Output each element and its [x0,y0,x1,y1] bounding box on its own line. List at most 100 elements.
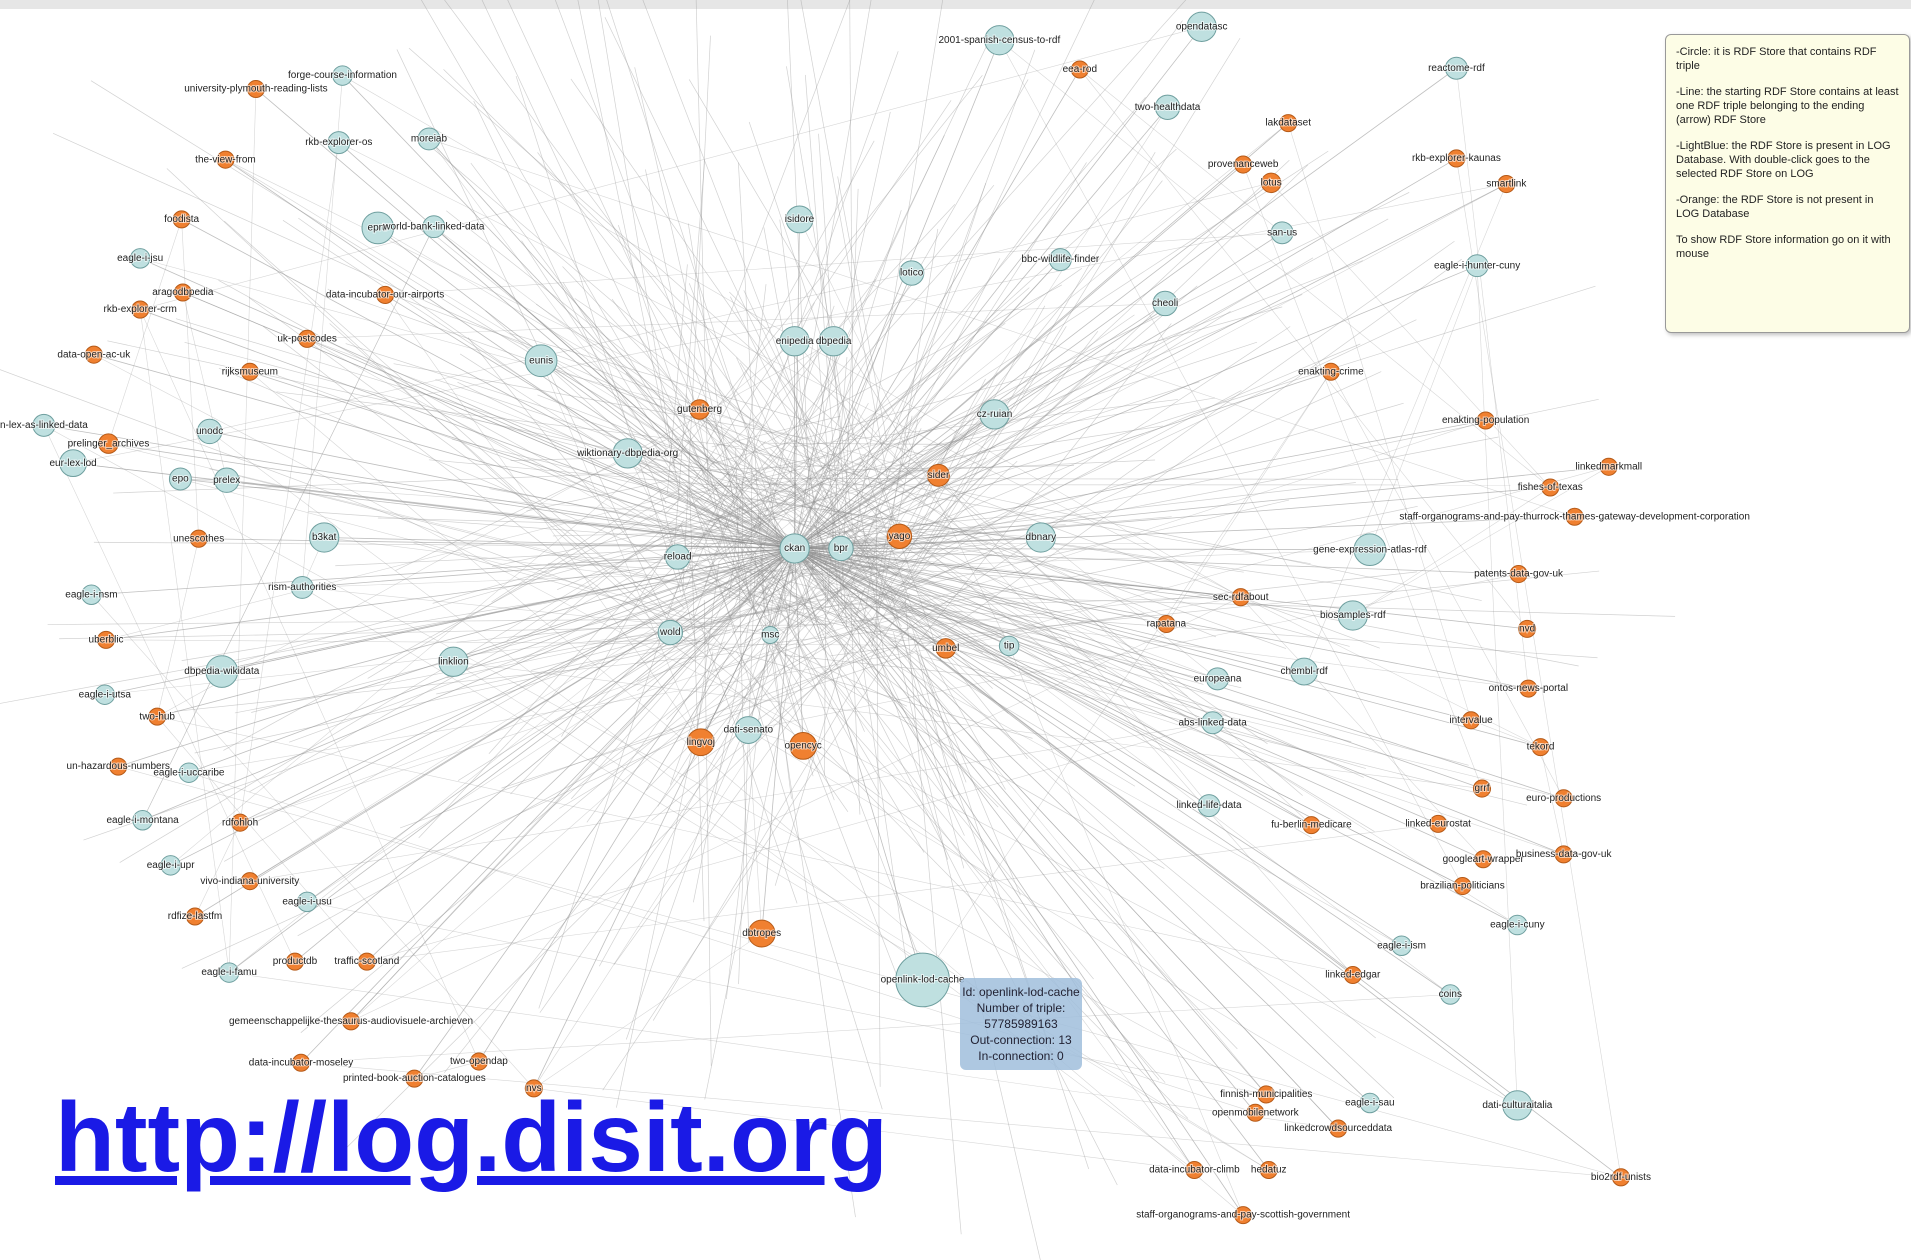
node-label: eea-rod [1063,64,1097,75]
node-label: un-hazardous-numbers [67,761,170,772]
node-label: sec-rdfabout [1213,592,1269,603]
node-label: san-us [1267,227,1297,238]
node-label: dbpedia-wikidata [184,666,259,677]
edge [845,50,1035,567]
node-label: the-view-from [195,154,256,165]
node-label: data-open-ac-uk [57,349,131,360]
edge [795,548,1213,722]
node-label: linkedmarkmall [1575,461,1642,472]
node-label: eagle-i-jsu [117,253,163,264]
node-label: intervalue [1449,715,1493,726]
edge [1456,158,1621,1177]
edge [240,143,339,823]
node-label: gemeenschappelijke-thesaurus-audiovisuel… [229,1016,473,1027]
node-label: b3kat [312,532,337,543]
node-label: eagle-i-upr [147,860,195,871]
edge [385,233,1282,295]
edge [795,548,1353,975]
tooltip-line: Number of triple: 57785989163 [960,1000,1082,1032]
node-label: n-lex-as-linked-data [0,420,88,431]
node-label: data-incubator-moseley [249,1057,354,1068]
edges [0,0,1675,1260]
node-label: tekord [1527,742,1555,753]
node-label: linklion [438,656,469,667]
node-label: forge-course-information [288,70,397,81]
node-label: finnish-municipalities [1220,1089,1312,1100]
edge [351,548,795,1021]
node-label: dbnary [1026,532,1057,543]
edge [106,414,994,639]
tooltip-line: In-connection: 0 [960,1048,1082,1064]
node-label: eunis [529,355,553,366]
node-label: data-incubator-our-airports [326,290,444,301]
tooltip: Id: openlink-lod-cacheNumber of triple: … [960,978,1082,1070]
edge [534,934,762,1089]
node-label: wold [659,627,681,638]
node-label: eagle-i-ism [1377,940,1426,951]
network-graph: ckanbprreloadwoldmsceprtreunisunodcepopr… [0,0,1911,1260]
node-label: gutenberg [677,404,722,415]
edge [838,176,887,441]
edge [795,548,1195,1170]
node-label: university-plymouth-reading-lists [184,84,327,95]
node-label: two-hub [139,711,175,722]
node-label: bpr [834,543,849,554]
edge [795,548,1312,825]
node-label: rijksmuseum [222,366,278,377]
edge [1041,537,1218,678]
node-label: unescothes [173,533,224,544]
node-label: patents-data-gov-uk [1474,569,1564,580]
edge [794,286,1197,629]
node-label: business-data-gov-uk [1516,849,1613,860]
node-label: rdfize-lastfm [168,911,222,922]
node-label: eagle-i-usu [282,897,331,908]
node-label: cheoli [1152,298,1178,309]
page: {"node_groups": [ {"color": "#bfe0e0", "… [0,0,1911,1260]
edge [913,286,1595,499]
node-label: smartlink [1486,179,1527,190]
edge [893,632,1040,1260]
node-label: ontos-news-portal [1489,683,1568,694]
edge [783,482,1355,548]
node-label: yago [889,531,911,542]
node-label: enipedia [776,336,814,347]
node-label: lakdataset [1265,118,1311,129]
node-label: eagle-i-nsm [65,589,117,600]
node-label: rapatana [1147,619,1187,630]
node-label: fishes-of-texas [1518,482,1583,493]
edge [1166,372,1331,624]
node-label: lingvoj [687,737,715,748]
node-label: hedatuz [1251,1165,1287,1176]
edge [479,548,795,1061]
edge [182,649,878,968]
edge [229,89,256,973]
node-label: opencyc [785,741,822,752]
node-label: umbel [932,643,959,654]
node-label: vivo-indiana-university [200,876,299,887]
legend-item: -Line: the starting RDF Store contains a… [1676,85,1899,127]
url-link[interactable]: http://log.disit.org [55,1082,888,1192]
legend-item: -LightBlue: the RDF Store is present in … [1676,139,1899,181]
node-label: sider [928,470,950,481]
node-label: enakting-crime [1298,366,1364,377]
edge [218,280,673,530]
edge [795,165,1244,549]
node-label: openlink-lod-cache [881,975,965,986]
node-label: nvd [1519,624,1535,635]
node-label: lotus [1261,177,1282,188]
edge [795,548,1370,549]
node-label: reactome-rdf [1428,63,1485,74]
edge [301,995,1450,1063]
edge [710,572,1417,650]
node-label: tip [1004,641,1015,652]
node-label: staff-organograms-and-pay-scottish-gover… [1136,1210,1350,1221]
node-label: bio2rdf-unists [1591,1172,1651,1183]
edge [157,717,367,962]
node-label: fu-berlin-medicare [1271,820,1352,831]
node-label: prelex [213,475,240,486]
node-label: rdfohloh [222,817,258,828]
node-label: europeana [1194,673,1242,684]
node-label: dati-senato [724,725,774,736]
node-label: opendatasc [1176,21,1228,32]
edge [795,158,1457,548]
